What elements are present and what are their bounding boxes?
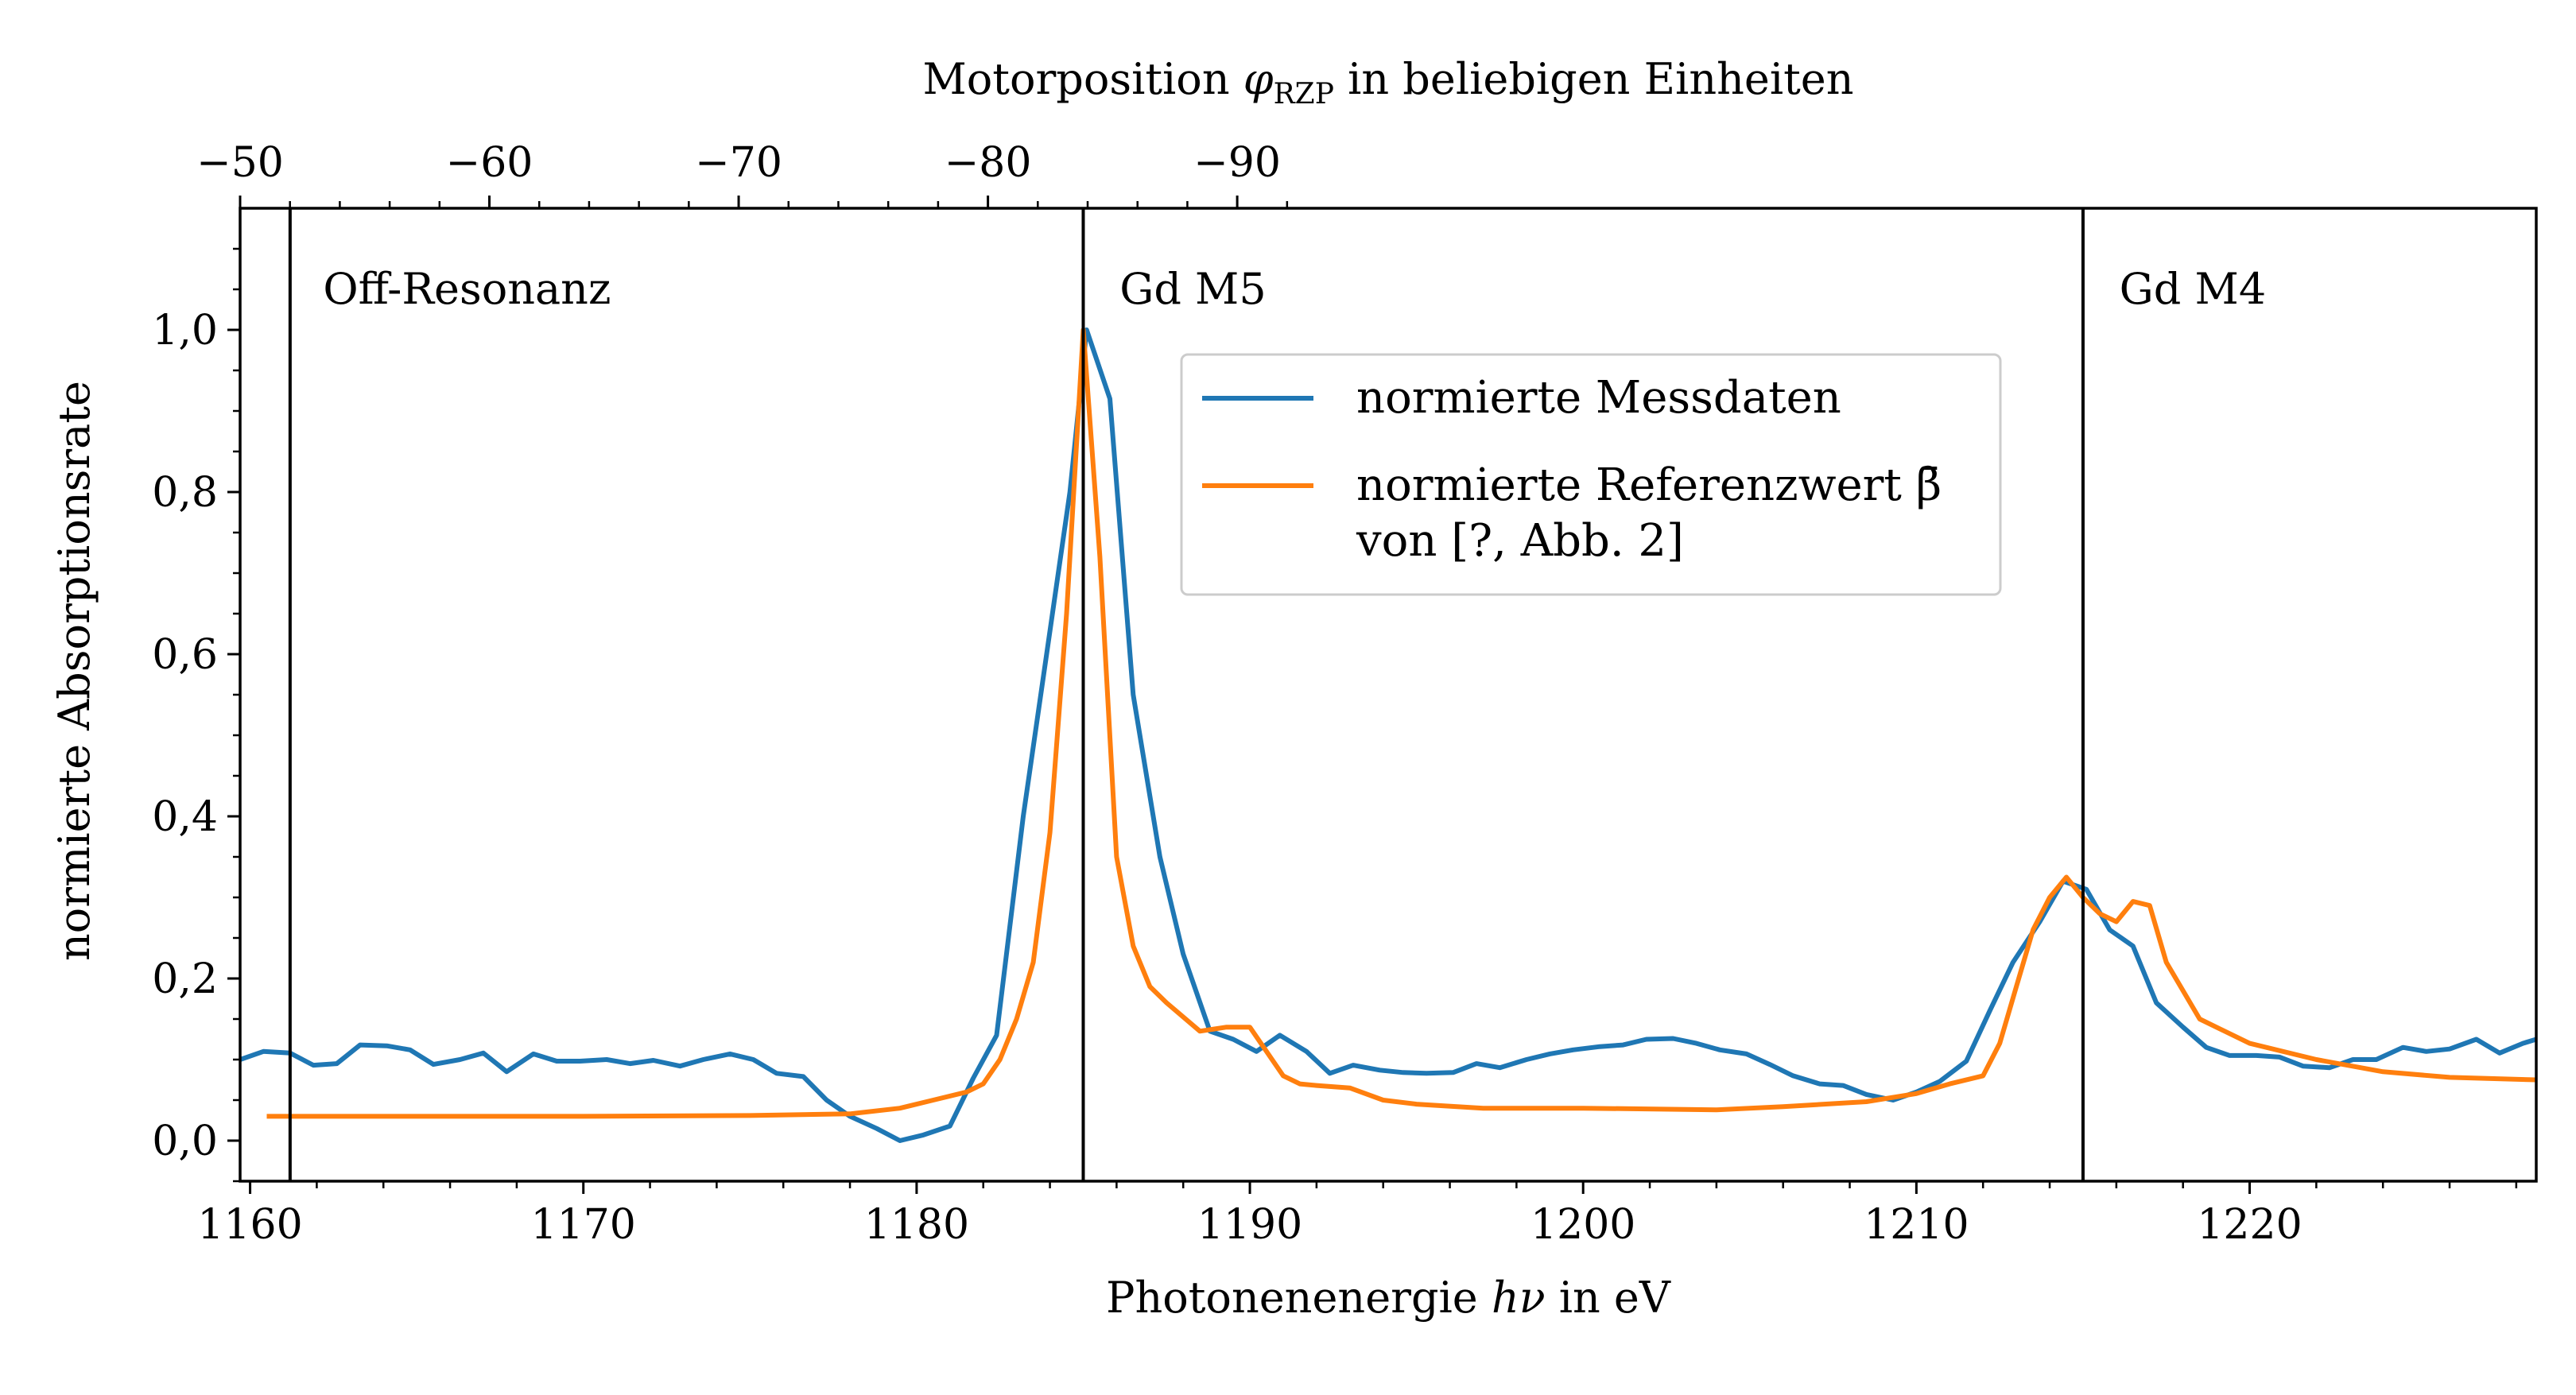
x-tick-label-3: 1180 — [864, 1201, 969, 1249]
y-axis-title: normierte Absorptionsrate — [49, 381, 99, 961]
y-tick-label-3: 0,4 — [152, 793, 218, 841]
legend-label-2-line-2: von [?, Abb. 2] — [1356, 515, 1684, 567]
top-tick-label-2: −60 — [446, 139, 533, 187]
y-tick-label-5: 0,8 — [152, 469, 218, 517]
legend-label-2-line-1: normierte Referenzwert β̄ — [1356, 459, 1942, 511]
x-tick-label-5: 1200 — [1530, 1201, 1635, 1249]
x-tick-label-6: 1210 — [1864, 1201, 1969, 1249]
x-tick-label-4: 1190 — [1197, 1201, 1302, 1249]
x-tick-label-7: 1220 — [2197, 1201, 2302, 1249]
series-line-1 — [240, 327, 2536, 1143]
legend-label-1-line-1: normierte Messdaten — [1356, 372, 1841, 424]
legend-box — [1180, 353, 2002, 596]
top-tick-label-3: −70 — [695, 139, 782, 187]
y-tick-label-2: 0,2 — [152, 955, 218, 1003]
y-tick-label-6: 1,0 — [152, 307, 218, 355]
y-tick-label-1: 0,0 — [152, 1118, 218, 1165]
x-tick-label-1: 1160 — [197, 1201, 302, 1249]
top-tick-label-4: −80 — [945, 139, 1032, 187]
x-axis-title: Photonenenergie hν in eV — [1106, 1273, 1671, 1323]
region-annotation-1: Off-Resonanz — [323, 264, 611, 314]
region-annotation-3: Gd M4 — [2120, 264, 2267, 314]
region-annotation-2: Gd M5 — [1119, 264, 1267, 314]
series-line-2 — [266, 327, 2536, 1119]
x-tick-label-2: 1170 — [531, 1201, 636, 1249]
top-tick-label-1: −50 — [196, 139, 284, 187]
legend: normierte Messdaten normierte Referenzwer… — [1180, 353, 2002, 596]
top-tick-label-5: −90 — [1193, 139, 1281, 187]
top-axis-title: Motorposition φRZP in beliebigen Einheit… — [922, 54, 1853, 110]
y-tick-label-4: 0,6 — [152, 631, 218, 679]
plot-area: Off-Resonanz Gd M5 Gd M4 1160 1170 1180 1190 12… — [152, 139, 2538, 1249]
